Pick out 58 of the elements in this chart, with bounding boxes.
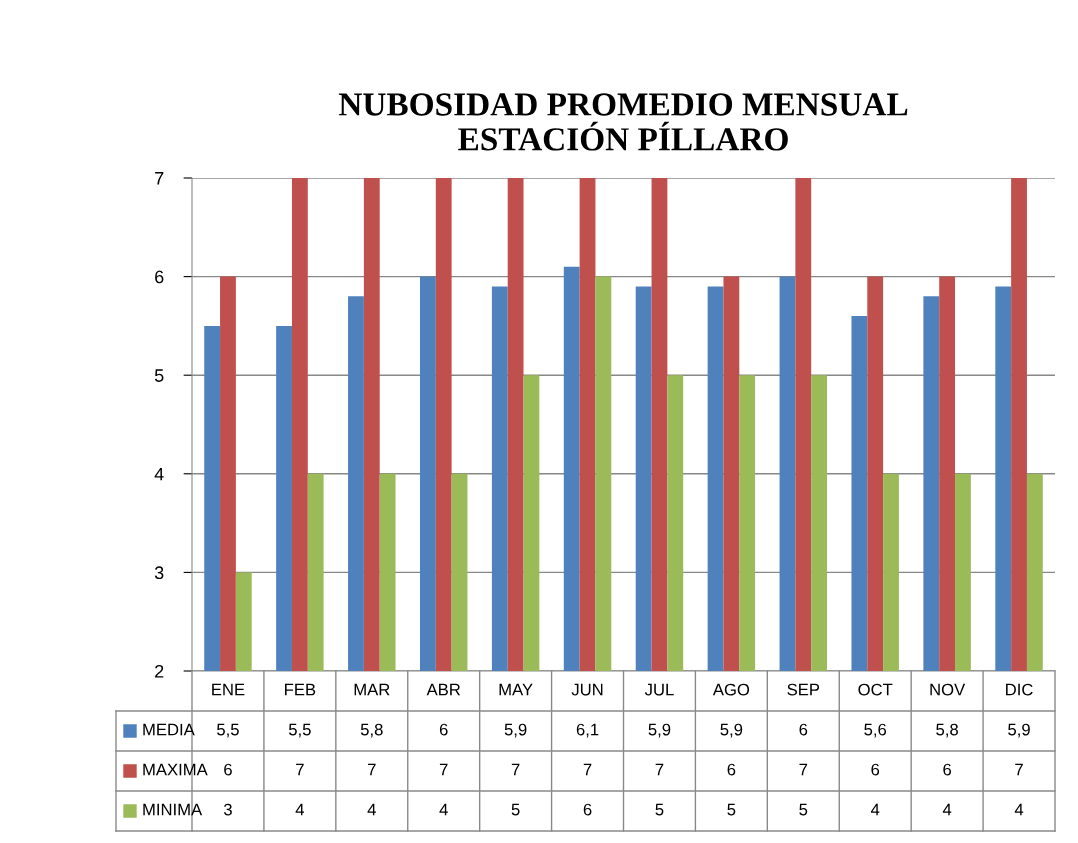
x-tick-label: OCT — [858, 683, 893, 696]
data-label: 7 — [1015, 763, 1023, 776]
data-label: 7 — [439, 763, 448, 776]
data-label: 6,1 — [576, 723, 599, 738]
legend-label: MAXIMA — [143, 763, 208, 776]
data-label: 7 — [511, 763, 520, 776]
y-tick-label: 2 — [155, 664, 164, 678]
data-label: 6 — [224, 763, 232, 776]
data-label: 5 — [655, 803, 664, 816]
x-tick-label: NOV — [930, 683, 966, 696]
data-label: 7 — [583, 763, 592, 776]
data-label: 6 — [799, 723, 808, 736]
data-label: 6 — [439, 723, 448, 736]
x-tick-label: DIC — [1006, 683, 1033, 696]
x-tick-label: JUN — [571, 683, 603, 696]
data-label: 5,9 — [720, 723, 743, 738]
data-label: 5,5 — [288, 723, 311, 738]
data-label: 5,9 — [1008, 723, 1030, 738]
x-tick-label: AGO — [712, 683, 750, 696]
y-tick-label: 4 — [154, 467, 164, 481]
data-label: 5,6 — [864, 723, 887, 738]
x-tick-label: ENE — [212, 683, 245, 696]
data-label: 7 — [368, 763, 376, 776]
y-tick-label: 7 — [155, 172, 164, 185]
data-label: 6 — [583, 803, 592, 816]
data-label: 5,8 — [360, 723, 383, 738]
x-tick-label: MAY — [499, 683, 533, 696]
x-tick-label: JUL — [644, 683, 674, 696]
data-label: 4 — [295, 803, 305, 816]
data-label: 7 — [799, 763, 808, 776]
y-tick-label: 5 — [154, 369, 164, 382]
data-label: 4 — [439, 803, 448, 816]
legend-label: MEDIA — [143, 723, 195, 736]
legend-label: MINIMA — [143, 803, 203, 816]
data-label: 6 — [727, 763, 736, 776]
data-label: 7 — [655, 763, 664, 776]
data-label: 5 — [799, 803, 808, 816]
data-label: 7 — [296, 763, 304, 776]
data-label: 5,5 — [217, 723, 239, 738]
x-tick-label: SEP — [787, 683, 820, 696]
data-label: 6 — [871, 763, 880, 776]
data-label: 5 — [727, 803, 736, 816]
data-label: 4 — [1014, 803, 1024, 816]
data-label: 3 — [223, 803, 232, 816]
data-label: 4 — [367, 803, 376, 816]
data-label: 5,9 — [504, 723, 527, 738]
data-label: 5,8 — [936, 723, 958, 738]
data-label: 5,9 — [648, 723, 671, 738]
data-label: 4 — [870, 803, 880, 816]
x-tick-label: ABR — [426, 683, 461, 696]
data-label: 5 — [511, 803, 520, 816]
chart-title: NUBOSIDAD PROMEDIO MENSUAL ESTACIÓN PÍLLARO — [338, 93, 908, 151]
data-label: 6 — [943, 763, 952, 776]
y-tick-label: 3 — [154, 566, 164, 580]
x-tick-label: FEB — [285, 683, 316, 696]
data-label: 4 — [942, 803, 952, 816]
x-tick-label: MAR — [354, 683, 390, 696]
y-tick-label: 6 — [155, 270, 164, 284]
